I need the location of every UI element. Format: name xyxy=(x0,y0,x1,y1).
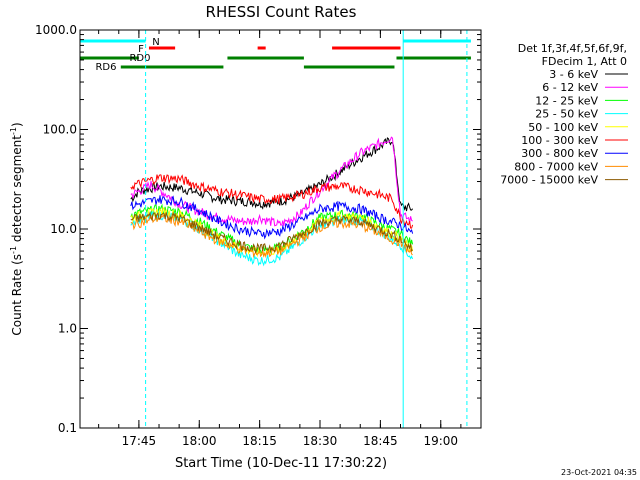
flag-label-f: F xyxy=(138,44,144,55)
flag-label-rd6: RD6 xyxy=(95,62,116,73)
legend-label-6: 300 - 800 keV xyxy=(521,147,598,160)
x-tick-label-5: 19:00 xyxy=(423,434,458,448)
y-axis-label: Count Rate (s-1 detector segment-1) xyxy=(9,122,24,335)
y-tick-label-3: 100.0 xyxy=(43,123,77,137)
legend-label-1: 6 - 12 keV xyxy=(542,81,598,94)
legend-label-7: 800 - 7000 keV xyxy=(514,160,598,173)
x-tick-label-1: 18:00 xyxy=(182,434,217,448)
x-tick-label-0: 17:45 xyxy=(122,434,157,448)
timestamp: 23-Oct-2021 04:35 xyxy=(561,468,637,477)
y-tick-label-1: 1.0 xyxy=(58,322,77,336)
legend-label-5: 100 - 300 keV xyxy=(521,134,598,147)
legend-label-4: 50 - 100 keV xyxy=(528,121,598,134)
axes-layer: 17:45 18:00 18:15 18:30 18:45 19:00 0.1 1.0 10.0… xyxy=(35,23,481,448)
x-tick-label-3: 18:30 xyxy=(303,434,338,448)
y-tick-label-2: 10.0 xyxy=(50,222,77,236)
series-line-5 xyxy=(130,174,414,229)
x-tick-label-4: 18:45 xyxy=(363,434,398,448)
y-tick-label-0: 0.1 xyxy=(58,421,77,435)
legend-label-2: 12 - 25 keV xyxy=(535,94,598,107)
legend: Det 1f,3f,4f,5f,6f,9f,FDecim 1, Att 03 -… xyxy=(500,42,628,187)
flag-label-rd0: RD0 xyxy=(129,53,150,64)
series-line-0 xyxy=(130,137,414,212)
legend-label-0: 3 - 6 keV xyxy=(549,68,598,81)
x-axis-label: Start Time (10-Dec-11 17:30:22) xyxy=(175,456,387,471)
series-line-6 xyxy=(130,195,414,240)
legend-header-1: FDecim 1, Att 0 xyxy=(542,55,627,68)
legend-header-0: Det 1f,3f,4f,5f,6f,9f, xyxy=(518,42,627,55)
chart-title: RHESSI Count Rates xyxy=(206,3,357,21)
flag-label-n: N xyxy=(152,37,159,48)
series-line-8 xyxy=(130,210,413,253)
plot-data-layer xyxy=(130,136,414,267)
legend-label-8: 7000 - 15000 keV xyxy=(500,174,598,187)
series-line-7 xyxy=(130,213,413,259)
x-tick-label-2: 18:15 xyxy=(242,434,277,448)
legend-label-3: 25 - 50 keV xyxy=(535,108,598,121)
y-tick-label-4: 1000.0 xyxy=(35,23,77,37)
series-line-1 xyxy=(130,136,413,227)
